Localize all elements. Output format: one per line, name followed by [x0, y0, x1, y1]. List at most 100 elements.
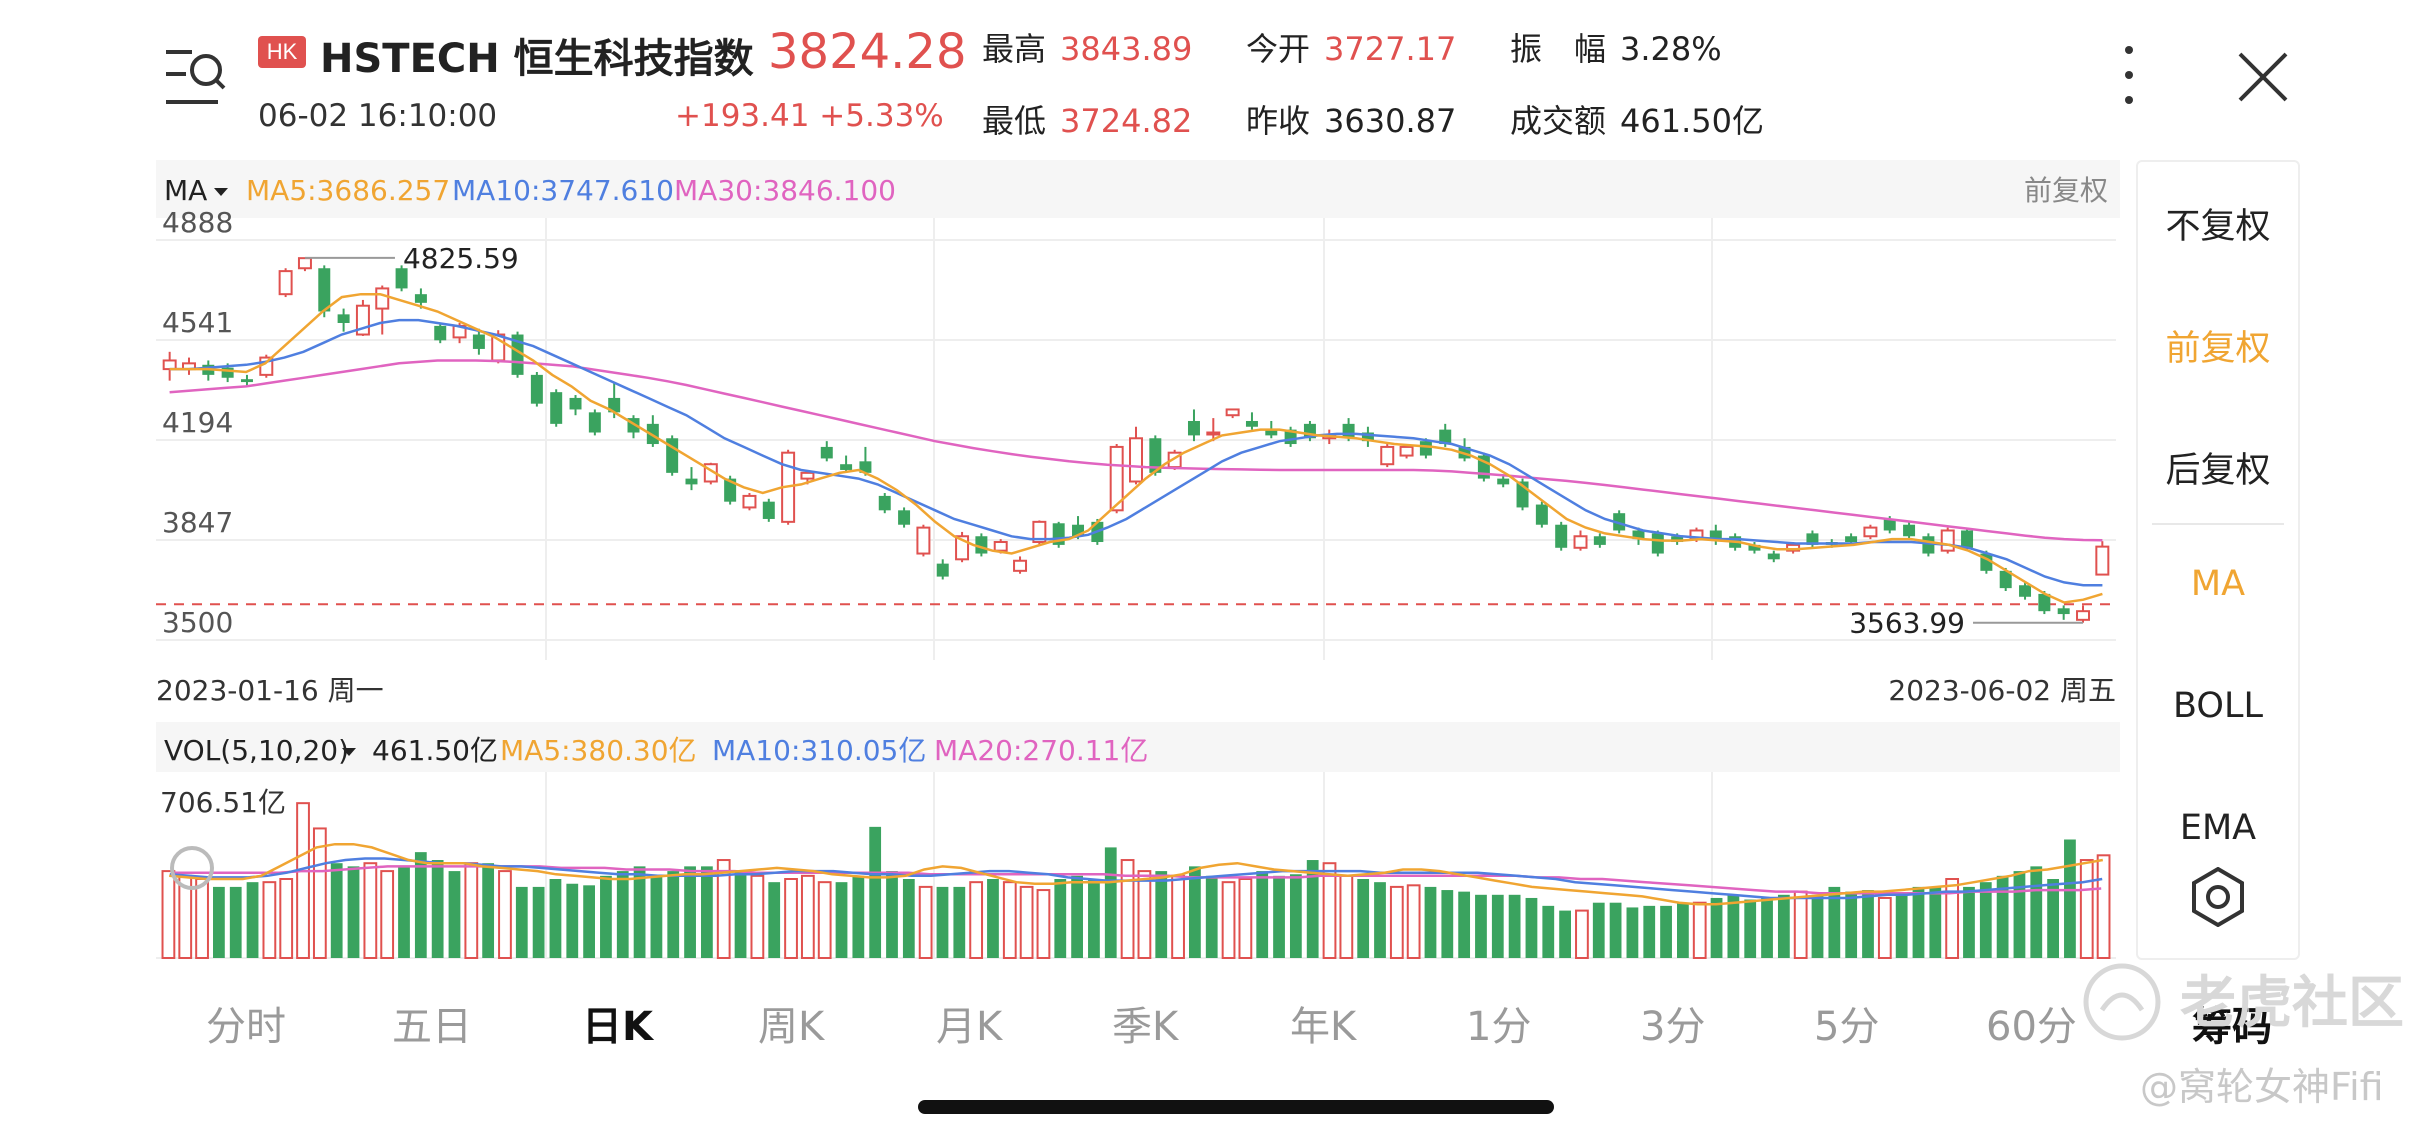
tab-60min[interactable]: 60分: [1986, 1004, 2077, 1050]
candle-down: [511, 331, 524, 378]
volume-bar: [936, 886, 949, 958]
candle-down: [859, 446, 872, 476]
tab-daily-k[interactable]: 日K: [582, 1004, 653, 1050]
volume-bar: [363, 862, 378, 960]
y-tick-label: 3500: [162, 606, 233, 639]
adjust-none-option[interactable]: 不复权: [2165, 207, 2271, 247]
volume-bar: [195, 878, 209, 959]
candle-down: [1980, 550, 1993, 574]
gear-icon[interactable]: [2188, 867, 2248, 927]
candle-down: [627, 415, 640, 439]
candle-down: [337, 308, 350, 332]
refresh-icon: [170, 846, 214, 890]
candle-down: [1999, 567, 2012, 592]
indicator-ma-option[interactable]: MA: [2190, 564, 2246, 604]
volume-bar: [987, 879, 999, 958]
home-indicator[interactable]: [918, 1100, 1554, 1114]
candle-up: [2076, 605, 2091, 623]
candle-up: [1940, 527, 1955, 554]
candle-down: [1516, 478, 1529, 511]
volume-bar: [2064, 839, 2076, 958]
volume-bar: [1963, 886, 1975, 958]
stock-title: HSTECH 恒生科技指数: [320, 36, 754, 82]
volume-bar: [312, 827, 327, 959]
volume-bar: [2079, 859, 2094, 959]
volume-bar: [296, 802, 310, 959]
candle-down: [2057, 605, 2070, 620]
volume-bar: [1475, 894, 1487, 958]
indicator-boll-option[interactable]: BOLL: [2173, 686, 2263, 726]
adjust-backward-option[interactable]: 后复权: [2165, 451, 2271, 491]
indicator-ema-option[interactable]: EMA: [2179, 808, 2257, 848]
candle-down: [318, 265, 331, 318]
volume-bar: [1996, 875, 2009, 958]
vol-ma20-legend: MA20:270.11亿: [934, 734, 1148, 767]
candle-down: [1497, 475, 1510, 488]
menu-search-icon[interactable]: [162, 44, 228, 108]
volume-bar: [1289, 874, 1302, 958]
volume-bar: [650, 875, 663, 958]
candle-down: [1477, 452, 1490, 482]
tab-weekly-k[interactable]: 周K: [758, 1004, 825, 1050]
indicator-selector: MA: [164, 174, 207, 207]
volume-bar: [1643, 905, 1656, 958]
candle-down: [240, 374, 253, 387]
volume-bar: [1104, 847, 1117, 958]
tab-1min[interactable]: 1分: [1466, 1004, 1532, 1050]
volume-bar: [583, 885, 595, 958]
tab-monthly-k[interactable]: 月K: [936, 1004, 1003, 1050]
tab-5min[interactable]: 5分: [1814, 1004, 1880, 1050]
volume-bar: [1374, 882, 1386, 958]
volume-bar: [1828, 886, 1841, 958]
volume-bar: [482, 863, 495, 958]
stat-amplitude: 振 幅 3.28%: [1510, 30, 1722, 68]
y-tick-label: 4541: [162, 306, 233, 339]
candle-up: [1399, 444, 1414, 459]
candle-down: [1806, 530, 1819, 548]
volume-bar: [1273, 875, 1285, 958]
chips-button[interactable]: 筹码: [2192, 1004, 2272, 1050]
close-icon[interactable]: [2236, 50, 2290, 104]
volume-bar: [1256, 871, 1269, 958]
candle-down: [550, 389, 563, 427]
tab-3min[interactable]: 3分: [1640, 1004, 1706, 1050]
adjust-forward-option[interactable]: 前复权: [2165, 329, 2271, 369]
volume-bar: [684, 866, 696, 958]
volume-bar: [701, 866, 713, 958]
candle-down: [1361, 426, 1374, 447]
volume-bar: [414, 852, 427, 958]
stat-open: 今开 3727.17: [1246, 30, 1457, 68]
volume-bar: [1205, 875, 1218, 958]
volume-bar: [817, 881, 832, 959]
volume-bar: [1692, 901, 1707, 960]
candle-down: [1922, 533, 1935, 557]
vol-ma5-series-line: [169, 842, 2104, 906]
volume-bar: [498, 870, 512, 959]
tab-yearly-k[interactable]: 年K: [1290, 1004, 1357, 1050]
candle-down: [395, 265, 408, 292]
candle-down: [1187, 409, 1200, 442]
tab-intraday[interactable]: 分时: [206, 1004, 286, 1050]
vol-ma5-legend: MA5:380.30亿: [500, 734, 697, 767]
candle-down: [1593, 533, 1606, 548]
volume-bar: [1895, 894, 1908, 958]
volume-bar: [1339, 874, 1354, 960]
volume-bar: [800, 874, 815, 960]
more-vertical-icon[interactable]: [2114, 42, 2144, 108]
tab-quarterly-k[interactable]: 季K: [1112, 1004, 1179, 1050]
candle-up: [1013, 556, 1028, 574]
volume-bar: [633, 866, 646, 958]
volume-bar: [1862, 890, 1874, 958]
volume-bar: [1424, 886, 1437, 958]
volume-bar: [1761, 897, 1773, 958]
tab-five-day[interactable]: 五日: [392, 1004, 472, 1050]
volume-bar: [1575, 909, 1589, 959]
price-change: +193.41 +5.33%: [675, 98, 944, 134]
volume-bar: [1458, 891, 1471, 958]
volume-bar: [1019, 885, 1034, 960]
candle-down: [1903, 521, 1916, 540]
volume-bar: [1710, 897, 1723, 958]
volume-bar: [1677, 902, 1689, 958]
volume-bar: [1877, 896, 1892, 960]
